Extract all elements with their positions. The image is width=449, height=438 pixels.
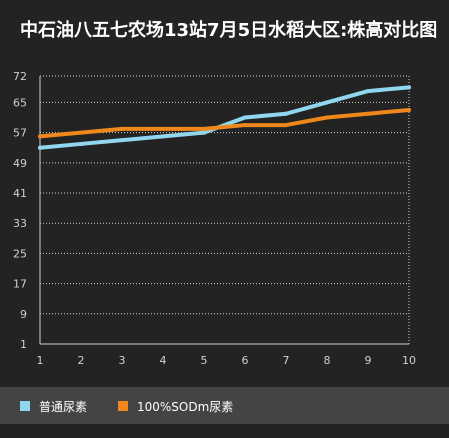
data-point-0-5 — [202, 130, 206, 135]
grid-lines — [40, 75, 409, 315]
data-point-0-8 — [325, 100, 329, 105]
y-tick-label-17: 17 — [13, 278, 27, 291]
data-point-1-2 — [79, 130, 83, 135]
y-tick-labels: 1 9 17 25 33 41 49 57 65 72 — [13, 70, 27, 351]
x-tick-label-8: 8 — [324, 354, 331, 367]
data-point-1-3 — [120, 126, 124, 131]
data-point-1-9 — [366, 111, 370, 116]
x-tick-label-1: 1 — [37, 354, 44, 367]
x-tick-label-6: 6 — [242, 354, 249, 367]
series-line-0 — [38, 85, 411, 150]
data-point-0-1 — [38, 145, 42, 150]
x-tick-label-3: 3 — [119, 354, 126, 367]
data-point-0-3 — [120, 138, 124, 143]
data-point-0-9 — [366, 89, 370, 94]
x-tick-label-9: 9 — [365, 354, 372, 367]
x-tick-labels: 1 2 3 4 5 6 7 8 9 10 — [37, 354, 417, 367]
legend-label-1: 100%SODm尿素 — [137, 399, 234, 414]
data-point-1-10 — [407, 107, 411, 112]
data-point-0-6 — [243, 115, 247, 120]
y-tick-label-57: 57 — [13, 127, 27, 140]
line-chart: 1 9 17 25 33 41 49 57 65 72 1 2 3 4 5 6 7 8 9 10 — [13, 70, 417, 367]
y-tick-label-33: 33 — [13, 217, 27, 230]
y-tick-label-1: 1 — [20, 338, 27, 351]
y-tick-label-25: 25 — [13, 247, 27, 260]
legend-swatch-0 — [20, 401, 30, 411]
legend-item-0[interactable]: 普通尿素 — [20, 398, 87, 414]
y-tick-label-72: 72 — [13, 70, 27, 83]
data-point-1-8 — [325, 115, 329, 120]
series-lines — [38, 85, 411, 150]
legend-label-0: 普通尿素 — [39, 399, 88, 414]
x-tick-label-7: 7 — [283, 354, 290, 367]
data-point-1-1 — [38, 134, 42, 139]
data-point-1-6 — [243, 123, 247, 128]
data-point-1-7 — [284, 123, 288, 128]
y-tick-label-9: 9 — [20, 308, 27, 321]
data-point-0-7 — [284, 111, 288, 116]
y-tick-label-49: 49 — [13, 157, 27, 170]
data-point-1-4 — [161, 126, 165, 131]
chart-title: 中石油八五七农场13站7月5日水稻大区:株高对比图 — [20, 20, 438, 41]
legend: 普通尿素 100%SODm尿素 — [0, 387, 449, 424]
legend-item-1[interactable]: 100%SODm尿素 — [118, 398, 233, 414]
axes — [39, 76, 410, 345]
legend-swatch-1 — [118, 401, 128, 411]
data-point-0-10 — [407, 85, 411, 90]
x-tick-label-10: 10 — [402, 354, 416, 367]
data-point-0-2 — [79, 141, 83, 146]
data-point-1-5 — [202, 126, 206, 131]
series-line-1 — [38, 107, 411, 139]
y-tick-label-41: 41 — [13, 187, 27, 200]
data-point-0-4 — [161, 134, 165, 139]
x-tick-label-4: 4 — [160, 354, 167, 367]
x-tick-label-5: 5 — [201, 354, 208, 367]
y-tick-label-65: 65 — [13, 96, 27, 109]
x-tick-label-2: 2 — [78, 354, 85, 367]
